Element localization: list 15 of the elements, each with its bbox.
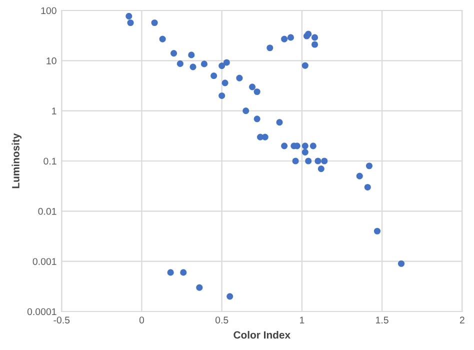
y-tick-label: 0.0001 (27, 308, 56, 316)
y-tick-label: 0.001 (32, 258, 56, 265)
x-axis-title: Color Index (234, 330, 290, 339)
x-tick-label: 1 (300, 316, 304, 324)
y-axis-title: Luminosity (12, 133, 22, 188)
x-tick-label: 0 (139, 316, 144, 324)
x-tick-label: 0.5 (215, 316, 228, 324)
x-tick-label: 2 (460, 316, 464, 324)
y-tick-label: 10 (46, 57, 56, 64)
y-tick-label: 100 (41, 7, 56, 14)
x-tick-label: -0.5 (54, 316, 70, 324)
y-tick-label: 0.01 (38, 208, 56, 215)
y-tick-label: 0.1 (44, 158, 56, 165)
x-tick-label: 1.5 (376, 316, 388, 324)
y-tick-label: 1 (52, 108, 56, 114)
